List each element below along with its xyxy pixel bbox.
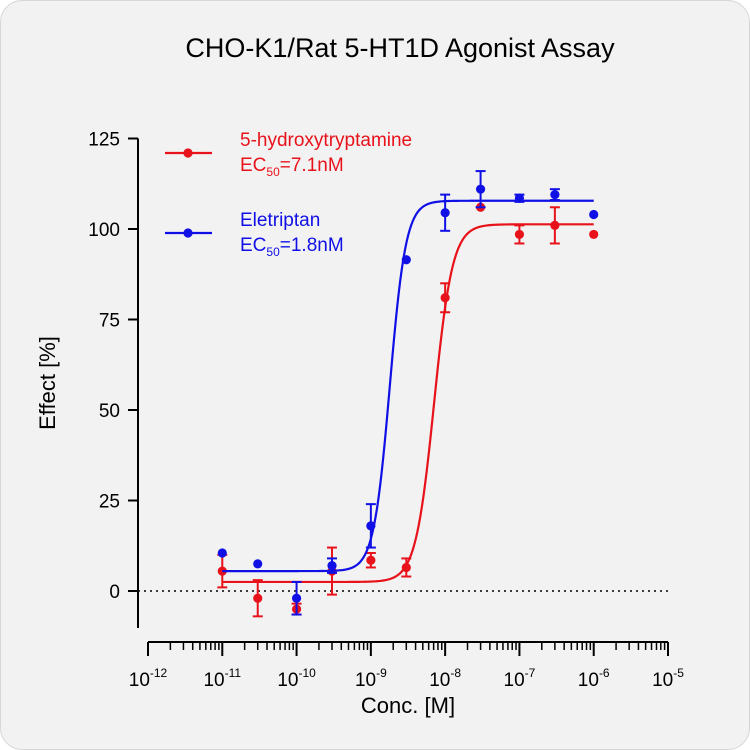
legend-series-name: Eletriptan [240, 210, 320, 231]
y-tick-label: 50 [99, 401, 120, 422]
data-point [327, 561, 337, 571]
x-tick-label: 10-8 [429, 666, 461, 691]
x-axis-label: Conc. [M] [361, 693, 455, 718]
data-point [253, 593, 263, 603]
x-tick-label: 10-5 [652, 666, 684, 691]
legend: 5-hydroxytryptamineEC50=7.1nMEletriptanE… [165, 130, 412, 259]
y-tick-label: 25 [99, 492, 120, 513]
legend-entry-1: Eletriptan EC50=1.8nM [165, 210, 344, 259]
data-point [440, 208, 450, 218]
data-point [217, 548, 227, 558]
y-tick-label: 100 [88, 220, 120, 241]
fit-curve-1 [222, 199, 594, 573]
legend-marker [183, 148, 193, 158]
legend-ec50: EC50=1.8nM [240, 235, 344, 259]
data-point [589, 229, 599, 240]
legend-series-name: 5-hydroxytryptamine [240, 130, 412, 151]
data-point [475, 184, 486, 194]
chart-title: CHO-K1/Rat 5-HT1D Agonist Assay [185, 33, 615, 63]
x-tick-label: 10-6 [578, 666, 610, 691]
data-point [366, 521, 376, 531]
x-tick-label: 10-7 [504, 666, 536, 691]
data-point [514, 229, 525, 240]
y-axis-label: Effect [%] [35, 336, 60, 430]
data-point [291, 593, 302, 603]
y-tick-label: 0 [109, 582, 120, 603]
x-tick-label: 10-10 [277, 666, 316, 691]
legend-entry-0: 5-hydroxytryptamine EC50=7.1nM [165, 130, 412, 179]
data-point [217, 566, 227, 576]
data-point [589, 209, 599, 220]
fit-curve-0 [222, 223, 594, 584]
legend-marker [183, 228, 193, 238]
plot-area: 0 25 50 75 100 125 10-12 10-11 10-10 10-9 10-8 10-7… [88, 130, 684, 692]
y-tick-label: 75 [99, 311, 120, 332]
data-point [401, 255, 411, 265]
data-point [550, 190, 560, 200]
data-point [440, 293, 450, 303]
x-tick-label: 10-11 [203, 666, 241, 691]
data-point [366, 555, 376, 565]
x-tick-label: 10-9 [355, 666, 387, 691]
x-tick-label: 10-12 [129, 666, 168, 691]
data-point [514, 193, 525, 203]
legend-ec50: EC50=7.1nM [240, 155, 344, 179]
data-point [253, 559, 263, 569]
y-tick-label: 125 [88, 130, 120, 151]
data-point [401, 562, 411, 573]
data-point [550, 220, 560, 230]
